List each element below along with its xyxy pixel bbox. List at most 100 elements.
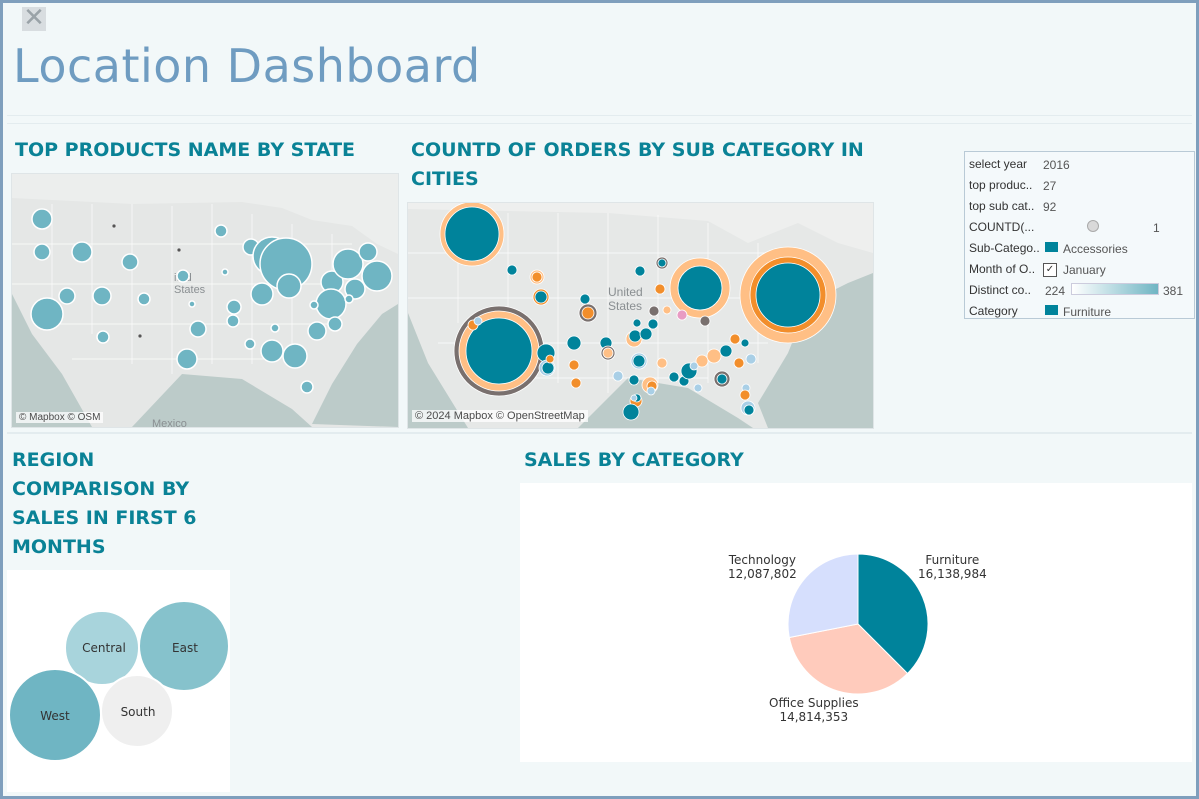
order-city-bubble[interactable] (743, 404, 755, 416)
order-city-bubble[interactable] (740, 338, 750, 348)
region-bubble-south[interactable] (100, 674, 174, 748)
product-state-bubble[interactable] (58, 287, 76, 305)
filter-month-of-order[interactable]: Month of O.. ✓ January (965, 257, 1194, 278)
product-state-bubble[interactable] (260, 339, 284, 363)
product-state-bubble[interactable] (189, 320, 207, 338)
product-state-bubble[interactable] (226, 314, 240, 328)
pie-slice-technology[interactable] (787, 553, 859, 639)
order-city-bubble[interactable] (628, 374, 640, 386)
product-state-bubble[interactable] (276, 273, 302, 299)
product-state-bubble[interactable] (96, 330, 110, 344)
order-city-bubble[interactable] (473, 316, 483, 326)
product-state-bubble[interactable] (176, 348, 198, 370)
product-state-bubble[interactable] (244, 338, 256, 350)
order-city-bubble[interactable] (566, 335, 582, 351)
product-state-bubble[interactable] (282, 343, 308, 369)
order-city-bubble[interactable] (632, 318, 642, 328)
order-city-bubble[interactable] (647, 318, 659, 330)
order-city-bubble[interactable] (739, 389, 751, 401)
product-state-bubble[interactable] (307, 321, 327, 341)
product-state-bubble[interactable] (315, 288, 347, 320)
product-state-bubble[interactable] (270, 323, 280, 333)
order-city-bubble[interactable] (693, 383, 703, 393)
pie-slice-furniture[interactable] (857, 553, 929, 675)
product-state-bubble[interactable] (121, 253, 139, 271)
order-city-bubble[interactable] (602, 347, 614, 359)
order-city-bubble[interactable] (465, 317, 533, 385)
order-city-bubble[interactable] (531, 271, 543, 283)
order-city-bubble[interactable] (716, 373, 728, 385)
order-city-bubble[interactable] (630, 394, 638, 402)
product-state-bubble[interactable] (137, 292, 151, 306)
filter-value[interactable]: 92 (1043, 200, 1057, 214)
order-city-bubble[interactable] (689, 361, 699, 371)
order-city-bubble[interactable] (676, 309, 688, 321)
order-city-bubble[interactable] (632, 354, 646, 368)
order-city-bubble[interactable] (657, 258, 667, 268)
map-attribution[interactable]: © Mapbox © OSM (16, 412, 104, 423)
order-city-bubble[interactable] (662, 305, 672, 315)
filter-value[interactable]: 2016 (1043, 158, 1070, 172)
product-state-bubble[interactable] (250, 282, 274, 306)
product-state-bubble[interactable] (137, 333, 143, 339)
order-city-bubble[interactable] (570, 377, 582, 389)
order-city-bubble[interactable] (634, 265, 646, 277)
close-icon[interactable]: ✕ (22, 3, 46, 33)
product-state-bubble[interactable] (33, 243, 51, 261)
product-state-bubble[interactable] (361, 260, 393, 292)
orders-city-map[interactable]: United States © 2024 Mapbox © OpenStreetM… (407, 202, 874, 429)
region-bubble-east[interactable] (138, 600, 230, 692)
product-state-bubble[interactable] (31, 208, 53, 230)
product-state-bubble[interactable] (176, 269, 190, 283)
product-state-bubble[interactable] (30, 297, 64, 331)
product-state-bubble[interactable] (344, 294, 354, 304)
legend-category[interactable]: Category Furniture (965, 299, 1194, 318)
order-city-bubble[interactable] (729, 333, 741, 345)
order-city-bubble[interactable] (719, 344, 733, 358)
product-state-bubble[interactable] (300, 380, 314, 394)
pie-slice-office-supplies[interactable] (788, 623, 909, 695)
product-state-bubble[interactable] (111, 223, 117, 229)
product-state-bubble[interactable] (332, 248, 364, 280)
product-state-bubble[interactable] (176, 247, 182, 253)
order-city-bubble[interactable] (541, 361, 555, 375)
order-city-bubble[interactable] (581, 306, 595, 320)
map-attribution[interactable]: © 2024 Mapbox © OpenStreetMap (412, 410, 588, 422)
product-state-bubble[interactable] (358, 242, 378, 262)
order-city-bubble[interactable] (695, 354, 709, 368)
order-city-bubble[interactable] (628, 329, 642, 343)
order-city-bubble[interactable] (706, 348, 722, 364)
order-city-bubble[interactable] (745, 353, 757, 365)
product-state-bubble[interactable] (92, 286, 112, 306)
order-city-bubble[interactable] (622, 403, 640, 421)
product-state-bubble[interactable] (226, 299, 242, 315)
filter-select-year[interactable]: select year 2016 (965, 152, 1194, 173)
order-city-bubble[interactable] (545, 354, 555, 364)
order-city-bubble[interactable] (646, 386, 656, 396)
order-city-bubble[interactable] (506, 264, 518, 276)
product-state-bubble[interactable] (71, 241, 93, 263)
filter-top-sub-category[interactable]: top sub cat.. 92 (965, 194, 1194, 215)
order-city-bubble[interactable] (755, 262, 821, 328)
order-city-bubble[interactable] (639, 327, 653, 341)
order-city-bubble[interactable] (668, 371, 680, 383)
order-city-bubble[interactable] (612, 370, 624, 382)
legend-sub-category[interactable]: Sub-Catego.. Accessories (965, 236, 1194, 257)
order-city-bubble[interactable] (733, 357, 745, 369)
filter-top-products[interactable]: top produc.. 27 (965, 173, 1194, 194)
order-city-bubble[interactable] (534, 290, 548, 304)
product-state-bubble[interactable] (344, 278, 366, 300)
product-state-bubble[interactable] (188, 300, 196, 308)
order-city-bubble[interactable] (677, 265, 723, 311)
order-city-bubble[interactable] (699, 315, 711, 327)
product-state-bubble[interactable] (327, 316, 343, 332)
order-city-bubble[interactable] (648, 305, 660, 317)
product-state-bubble[interactable] (214, 224, 228, 238)
product-state-bubble[interactable] (221, 268, 229, 276)
order-city-bubble[interactable] (568, 359, 580, 371)
product-state-bubble[interactable] (309, 300, 319, 310)
order-city-bubble[interactable] (444, 206, 500, 262)
order-city-bubble[interactable] (579, 293, 591, 305)
order-city-bubble[interactable] (654, 283, 666, 295)
